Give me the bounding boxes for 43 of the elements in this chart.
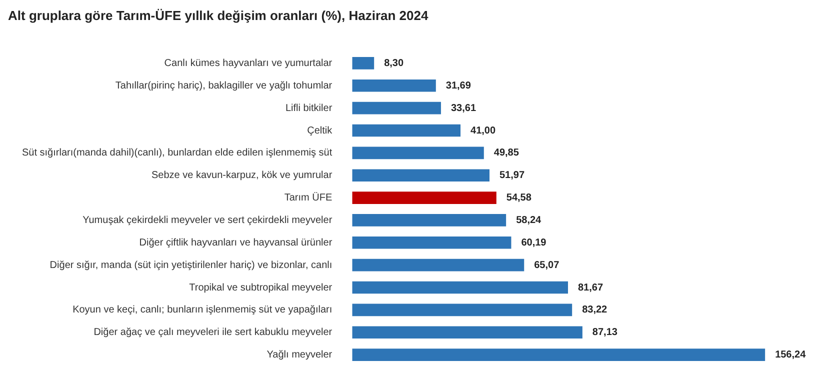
bar: [352, 304, 572, 316]
y-tick-label: Sebze ve kavun-karpuz, kök ve yumrular: [152, 170, 333, 182]
y-tick-label: Tropikal ve subtropikal meyveler: [189, 282, 333, 294]
bar: [352, 124, 461, 137]
data-label: 156,24: [775, 350, 806, 361]
y-tick-label: Diğer çiftlik hayvanları ve hayvansal ürünler: [139, 237, 333, 248]
bar: [352, 236, 512, 249]
y-tick-label: Koyun ve keçi, canlı; bunların işlenmemiş süt ve yapağıları: [72, 304, 332, 316]
data-label: 87,13: [592, 327, 618, 338]
y-tick-label: Yumuşak çekirdekli meyveler ve sert çekirdekli meyveler: [82, 214, 333, 226]
bar: [352, 192, 496, 204]
y-tick-label: Diğer ağaç ve çalı meyveleri ile sert kabuklu meyveler: [94, 327, 333, 338]
y-tick-label: Çeltik: [307, 125, 334, 136]
bar: [352, 214, 506, 226]
bar: [352, 169, 490, 182]
data-label: 51,97: [500, 170, 525, 182]
bar: [352, 281, 568, 294]
y-tick-label: Süt sığırları(manda dahil)(canlı), bunlardan elde edilen işlenmemiş süt: [22, 148, 332, 159]
data-label: 60,19: [521, 237, 547, 248]
data-label: 81,67: [578, 282, 604, 294]
data-label: 49,85: [494, 148, 520, 159]
data-label: 8,30: [384, 58, 404, 69]
data-label: 58,24: [516, 214, 542, 226]
data-label: 41,00: [470, 125, 496, 136]
y-tick-label: Diğer sığır, manda (süt için yetiştirilenler hariç) ve bizonlar, canlı: [50, 260, 332, 271]
data-label: 33,61: [450, 102, 476, 114]
y-tick-label: Tarım ÜFE: [284, 192, 332, 204]
bar: [352, 146, 484, 160]
y-tick-label: Tahıllar(pirinç hariç), baklagiller ve yağlı tohumlar: [115, 80, 333, 92]
bar: [352, 258, 524, 272]
y-tick-label: Yağlı meyveler: [266, 350, 333, 361]
bar: [352, 57, 374, 70]
bar: [352, 102, 441, 114]
y-tick-label: Lifli bitkiler: [285, 102, 333, 114]
bar: [352, 348, 766, 361]
data-label: 83,22: [582, 304, 608, 316]
text: Alt gruplara göre Tarım-ÜFE yıllık değişim oranları (%), Haziran 2024: [8, 8, 428, 23]
y-tick-label: Canlı kümes hayvanları ve yumurtalar: [164, 58, 333, 69]
data-label: 65,07: [534, 260, 560, 271]
data-label: 31,69: [446, 80, 472, 92]
bar: [352, 79, 436, 92]
data-label: 54,58: [506, 192, 532, 204]
bar: [352, 326, 582, 339]
